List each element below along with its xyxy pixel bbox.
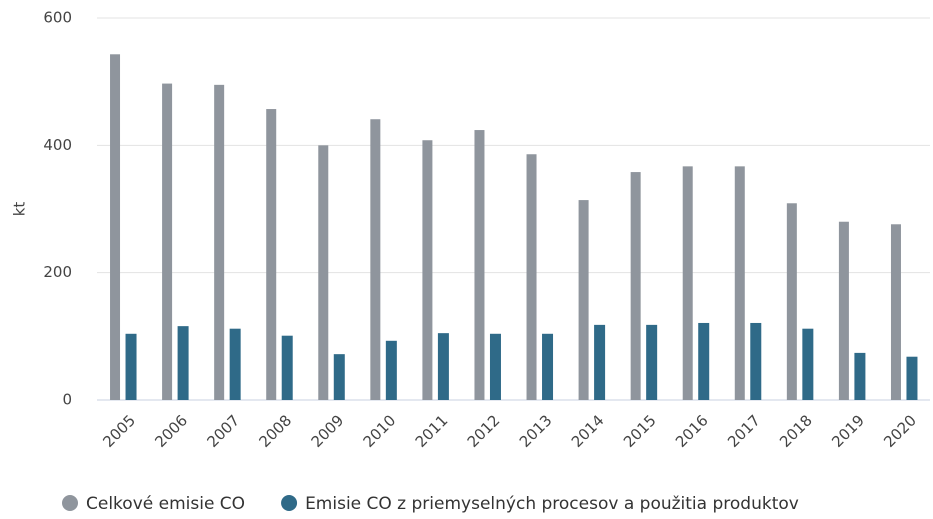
bar bbox=[526, 154, 537, 400]
x-tick-label: 2012 bbox=[464, 411, 504, 451]
bar bbox=[578, 200, 589, 400]
bar bbox=[786, 203, 797, 400]
x-tick-label: 2007 bbox=[203, 411, 243, 451]
bar bbox=[802, 328, 814, 400]
y-tick-label: 600 bbox=[43, 9, 72, 27]
y-axis-label: kt bbox=[11, 202, 29, 217]
x-tick-label: 2008 bbox=[255, 411, 295, 451]
bar bbox=[630, 172, 641, 400]
bar bbox=[370, 119, 381, 400]
x-tick-label: 2015 bbox=[620, 411, 660, 451]
y-tick-label: 0 bbox=[62, 391, 72, 409]
bar bbox=[542, 333, 554, 400]
bar bbox=[318, 145, 329, 400]
bar bbox=[333, 354, 345, 400]
bar bbox=[838, 221, 849, 400]
x-tick-label: 2011 bbox=[412, 411, 452, 451]
legend-label: Celkové emisie CO bbox=[86, 494, 245, 514]
bar bbox=[437, 333, 449, 400]
x-tick-label: 2006 bbox=[151, 411, 191, 451]
bar bbox=[214, 84, 225, 400]
bar bbox=[266, 109, 277, 400]
bar bbox=[162, 83, 173, 401]
bar bbox=[734, 166, 745, 400]
bar bbox=[110, 54, 121, 400]
x-tick-label: 2014 bbox=[568, 411, 608, 451]
bar bbox=[854, 352, 866, 400]
bar bbox=[890, 224, 901, 400]
bar bbox=[281, 335, 293, 400]
bar bbox=[698, 322, 710, 400]
bar bbox=[125, 333, 137, 400]
x-tick-label: 2019 bbox=[828, 411, 868, 451]
bar bbox=[385, 340, 397, 400]
x-tick-label: 2018 bbox=[776, 411, 816, 451]
bar bbox=[682, 166, 693, 400]
x-tick-label: 2020 bbox=[880, 411, 920, 451]
x-tick-label: 2010 bbox=[360, 411, 400, 451]
legend-item: Emisie CO z priemyselných procesov a pou… bbox=[281, 494, 799, 514]
bar bbox=[422, 140, 433, 401]
legend-swatch bbox=[62, 495, 78, 511]
legend-item: Celkové emisie CO bbox=[62, 494, 245, 514]
bar bbox=[177, 326, 189, 400]
bar bbox=[489, 333, 501, 400]
bar bbox=[646, 324, 658, 400]
x-tick-label: 2016 bbox=[672, 411, 712, 451]
x-tick-label: 2017 bbox=[724, 411, 764, 451]
x-tick-label: 2013 bbox=[516, 411, 556, 451]
bar bbox=[906, 356, 918, 400]
y-tick-label: 200 bbox=[43, 263, 72, 281]
bar bbox=[474, 130, 485, 400]
bar bbox=[750, 322, 762, 400]
bar bbox=[594, 324, 606, 400]
x-tick-label: 2005 bbox=[99, 411, 139, 451]
bar bbox=[229, 328, 241, 400]
y-tick-label: 400 bbox=[43, 136, 72, 154]
x-tick-label: 2009 bbox=[308, 411, 348, 451]
legend-label: Emisie CO z priemyselných procesov a pou… bbox=[305, 494, 799, 514]
legend-swatch bbox=[281, 495, 298, 511]
